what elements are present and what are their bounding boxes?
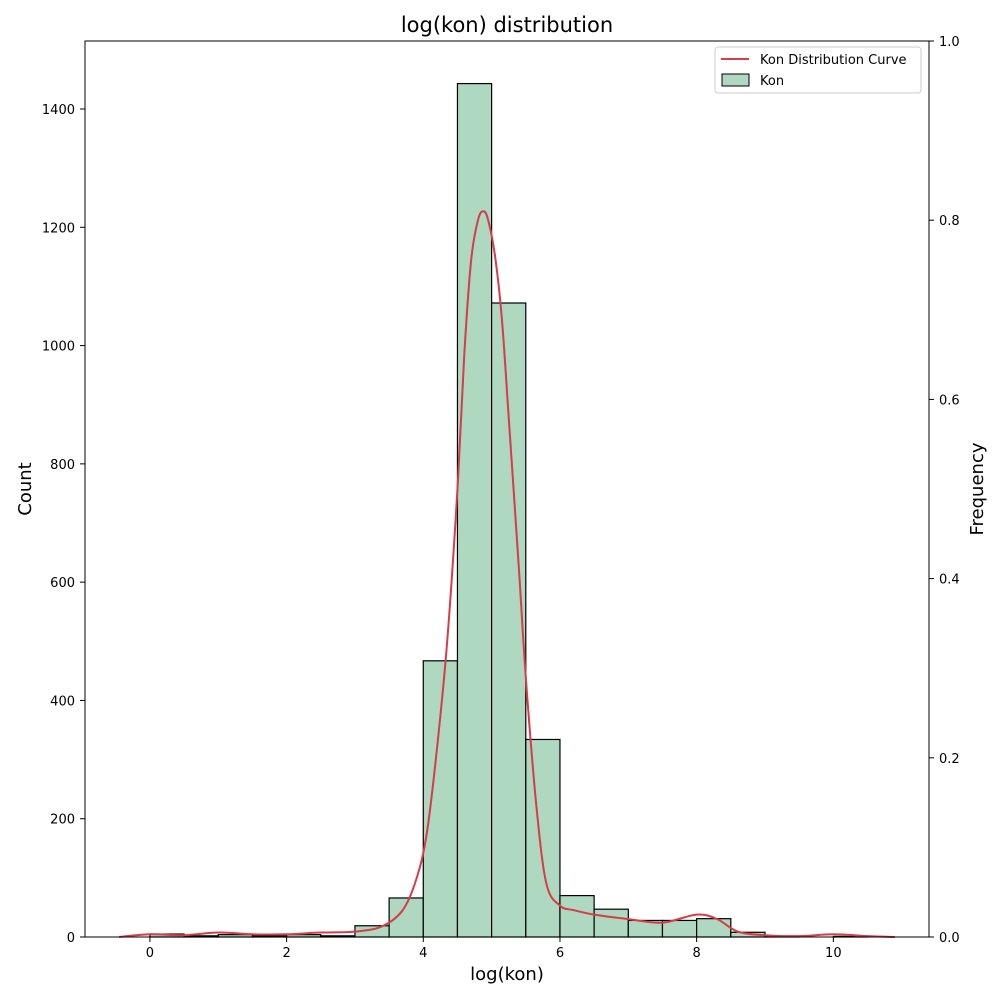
y-tick-label: 1000 — [42, 340, 75, 355]
histogram-bar — [456, 82, 493, 938]
y-tick-label: 600 — [50, 576, 75, 591]
legend-histogram-swatch — [721, 73, 750, 87]
y-axis-right-title: Frequency — [967, 442, 988, 535]
x-axis: 0 2 4 6 8 10 — [146, 937, 842, 961]
x-tick-label: 0 — [146, 946, 154, 961]
x-tick-label: 2 — [282, 946, 290, 961]
y-tick-label: 800 — [50, 458, 75, 473]
y-right-tick-label: 0.0 — [939, 931, 960, 946]
legend-label-histogram: Kon — [760, 74, 784, 89]
x-tick-label: 10 — [825, 946, 842, 961]
legend-label-curve: Kon Distribution Curve — [760, 53, 907, 68]
y-axis-left: 0 200 400 600 800 1000 1200 1400 — [42, 103, 85, 946]
x-tick-label: 6 — [556, 946, 564, 961]
histogram-bar — [422, 660, 459, 938]
histogram-bar — [593, 908, 629, 938]
kde-curve-group — [119, 210, 895, 938]
x-axis-title: log(kon) — [470, 964, 544, 985]
y-axis-right: 0.0 0.2 0.4 0.6 0.8 1.0 — [929, 35, 960, 946]
y-right-tick-label: 0.2 — [939, 752, 960, 767]
y-tick-label: 200 — [50, 813, 75, 828]
legend: Kon Distribution Curve Kon — [714, 46, 922, 94]
histogram-bar — [525, 738, 561, 938]
y-right-tick-label: 0.4 — [939, 573, 960, 588]
y-right-tick-label: 1.0 — [939, 35, 960, 50]
y-tick-label: 0 — [67, 931, 75, 946]
x-tick-label: 4 — [419, 946, 427, 961]
y-tick-label: 1400 — [42, 103, 75, 118]
histogram-bar — [491, 302, 527, 938]
y-tick-label: 1200 — [42, 221, 75, 236]
y-axis-title: Count — [15, 462, 36, 515]
histogram-bar — [696, 918, 732, 938]
histogram-bar — [559, 894, 595, 938]
y-right-tick-label: 0.8 — [939, 214, 960, 229]
chart-title: log(kon) distribution — [401, 13, 613, 37]
kde-curve — [119, 210, 895, 938]
x-tick-label: 8 — [693, 946, 701, 961]
y-right-tick-label: 0.6 — [939, 393, 960, 408]
legend-box — [714, 46, 922, 94]
y-tick-label: 400 — [50, 694, 75, 709]
plot-frame — [84, 40, 930, 938]
